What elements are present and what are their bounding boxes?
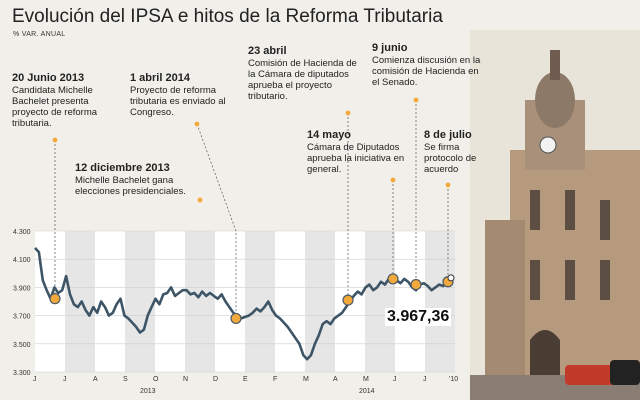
x-tick-label: J bbox=[423, 376, 427, 383]
y-tick-label: 4.300 bbox=[13, 229, 31, 236]
milestone-marker bbox=[387, 273, 399, 285]
x-tick-label: O bbox=[153, 376, 159, 383]
x-tick-label: A bbox=[93, 376, 98, 383]
leader-anchor-dot bbox=[390, 177, 396, 183]
y-tick-label: 3.900 bbox=[13, 285, 31, 292]
chart-subtitle: % VAR. ANUAL bbox=[13, 31, 66, 38]
x-tick-label: J bbox=[33, 376, 37, 383]
annotation-14-mayo: 14 mayo Cámara de Diputados aprueba la i… bbox=[307, 129, 412, 176]
ipsa-series-line bbox=[34, 247, 452, 361]
month-band bbox=[65, 231, 95, 372]
year-label: 2014 bbox=[359, 388, 375, 395]
y-tick-label: 4.100 bbox=[13, 257, 31, 264]
milestone-marker bbox=[342, 294, 354, 306]
leader-anchor-dot bbox=[197, 197, 203, 203]
leader-anchor-dot bbox=[345, 110, 351, 116]
y-tick-label: 3.700 bbox=[13, 314, 31, 321]
leader-anchor-dot bbox=[413, 97, 419, 103]
x-tick-label: M bbox=[363, 376, 369, 383]
annotation-text: Michelle Bachelet gana elecciones presid… bbox=[75, 175, 186, 197]
month-band bbox=[125, 231, 155, 372]
annotation-8-de-julio: 8 de julio Se firma protocolo de acuerdo bbox=[424, 129, 488, 176]
annotation-text: Cámara de Diputados aprueba la iniciativ… bbox=[307, 142, 405, 175]
month-band bbox=[185, 231, 215, 372]
x-tick-label: '10 bbox=[449, 376, 458, 383]
annotation-leader-line bbox=[196, 123, 237, 320]
annotation-20-junio-2013: 20 Junio 2013 Candidata Michelle Bachele… bbox=[12, 72, 122, 130]
x-tick-label: D bbox=[213, 376, 218, 383]
x-tick-label: F bbox=[273, 376, 277, 383]
x-tick-label: M bbox=[303, 376, 309, 383]
x-tick-label: J bbox=[63, 376, 67, 383]
milestone-marker bbox=[410, 278, 422, 291]
stock-exchange-building bbox=[470, 30, 640, 400]
chart-title: Evolución del IPSA e hitos de la Reforma… bbox=[12, 6, 443, 27]
leader-anchor-dot bbox=[445, 182, 451, 188]
milestone-marker bbox=[49, 293, 61, 305]
milestone-marker bbox=[230, 312, 242, 325]
annotation-date: 20 Junio 2013 bbox=[12, 72, 85, 84]
annotation-text: Candidata Michelle Bachelet presenta pro… bbox=[12, 85, 98, 129]
y-tick-label: 3.300 bbox=[13, 370, 31, 377]
month-band bbox=[215, 231, 245, 372]
last-value-label: 3.967,36 bbox=[385, 308, 452, 326]
annotation-date: 9 junio bbox=[372, 42, 408, 54]
annotation-9-junio: 9 junio Comienza discusión en la comisió… bbox=[372, 42, 484, 89]
annotation-1-abril-2014: 1 abril 2014 Proyecto de reforma tributa… bbox=[130, 72, 238, 119]
last-point-marker bbox=[447, 274, 455, 282]
annotation-date: 23 abril bbox=[248, 45, 287, 57]
y-tick-label: 3.500 bbox=[13, 342, 31, 349]
annotation-date: 14 mayo bbox=[307, 129, 352, 141]
annotation-date: 12 diciembre 2013 bbox=[75, 162, 170, 174]
month-band bbox=[305, 231, 335, 372]
annotation-date: 8 de julio bbox=[424, 129, 472, 141]
x-tick-label: E bbox=[243, 376, 248, 383]
x-tick-label: S bbox=[123, 376, 128, 383]
year-label: 2013 bbox=[140, 388, 156, 395]
leader-anchor-dot bbox=[194, 121, 200, 127]
leader-anchor-dot bbox=[52, 137, 58, 143]
annotation-12-diciembre-2013: 12 diciembre 2013 Michelle Bachelet gana… bbox=[75, 162, 195, 198]
annotation-23-abril: 23 abril Comisión de Hacienda de la Cáma… bbox=[248, 45, 358, 103]
x-tick-label: A bbox=[333, 376, 338, 383]
annotation-date: 1 abril 2014 bbox=[130, 72, 190, 84]
month-band bbox=[245, 231, 275, 372]
month-band bbox=[425, 231, 455, 372]
x-tick-label: N bbox=[183, 376, 188, 383]
x-tick-label: J bbox=[393, 376, 397, 383]
month-band bbox=[365, 231, 395, 372]
annotation-text: Proyecto de reforma tributaria es enviad… bbox=[130, 85, 226, 118]
annotation-text: Comienza discusión en la comisión de Hac… bbox=[372, 55, 481, 88]
annotation-text: Se firma protocolo de acuerdo bbox=[424, 142, 477, 175]
month-band bbox=[395, 231, 425, 372]
annotation-text: Comisión de Hacienda de la Cámara de dip… bbox=[248, 58, 357, 102]
